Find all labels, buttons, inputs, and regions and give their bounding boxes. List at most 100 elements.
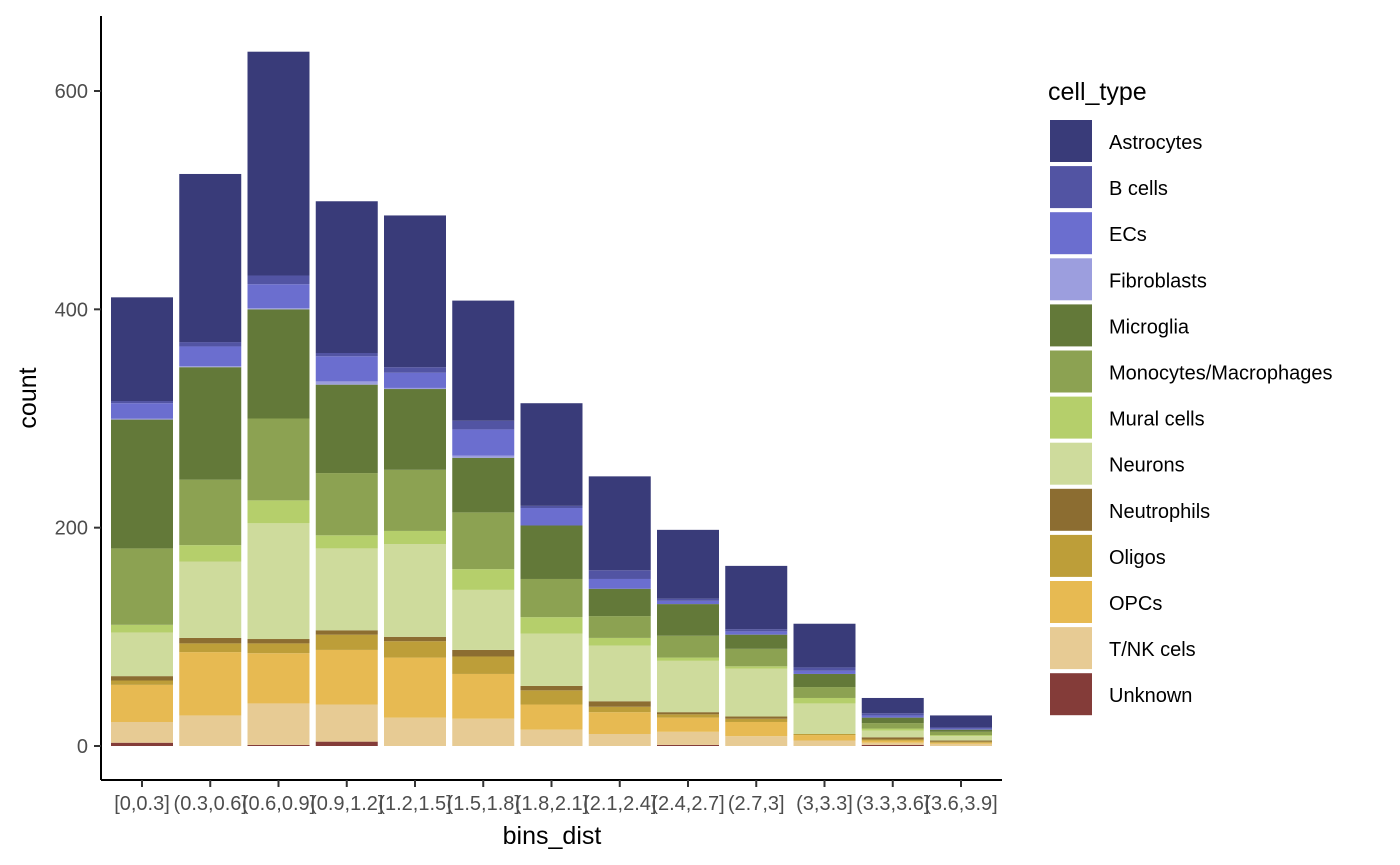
x-ticks: [0,0.3] (0.3,0.6](0.6,0.9](0.9,1.2](1.2,1…	[114, 780, 998, 815]
bar-segment	[725, 721, 788, 737]
bar-segment	[384, 636, 446, 642]
legend-key	[1050, 396, 1092, 439]
bar-segment	[247, 275, 310, 285]
bar-segment	[657, 717, 719, 732]
bar-segment	[179, 561, 242, 638]
bar-segment	[520, 508, 583, 526]
bar-segment	[930, 727, 992, 729]
bar-segment	[111, 403, 173, 419]
bar-segment	[452, 569, 515, 590]
bar-segment	[247, 418, 310, 501]
bar-segment	[384, 657, 446, 718]
bar-segment	[793, 740, 856, 746]
bar-segment	[930, 728, 992, 730]
legend-key	[1050, 673, 1092, 716]
bar-segment	[657, 529, 719, 599]
legend-key	[1050, 304, 1092, 347]
legend-label: ECs	[1109, 224, 1147, 246]
bar-segment	[452, 420, 515, 430]
bar-segment	[861, 737, 924, 740]
bar-segment	[520, 403, 583, 506]
bar-segment	[657, 744, 719, 746]
bar-segment	[111, 548, 173, 625]
bar-segment	[657, 712, 719, 715]
x-tick-label: (0.3,0.6]	[174, 793, 247, 815]
bar-segment	[520, 704, 583, 730]
y-ticks: 0 200 400 600	[55, 81, 101, 758]
y-axis-title: count	[14, 367, 42, 428]
bar-segment	[657, 660, 719, 713]
legend-key	[1050, 488, 1092, 531]
bar-segment	[930, 736, 992, 741]
bar-segment	[384, 387, 446, 390]
bar-segment	[657, 598, 719, 601]
bar-segment	[247, 703, 310, 745]
bar-segment	[247, 284, 310, 309]
bar-segment	[315, 741, 378, 746]
bar-segment	[179, 643, 242, 653]
bar-segment	[793, 673, 856, 688]
bar-segment	[588, 712, 651, 734]
bar-segment	[588, 578, 651, 589]
bar-segment	[315, 704, 378, 742]
bar-segment	[111, 624, 173, 633]
legend-label: Unknown	[1109, 685, 1192, 707]
bar-segment	[452, 455, 515, 458]
x-axis-title: bins_dist	[503, 822, 602, 850]
bar-segment	[861, 739, 924, 741]
bar-segment	[315, 634, 378, 650]
x-tick-label: (1.8,2.1]	[515, 793, 588, 815]
bar-segment	[657, 714, 719, 718]
bar-segment	[520, 578, 583, 618]
bar-segment	[725, 631, 788, 635]
bar-segment	[657, 657, 719, 661]
bar-segment	[315, 535, 378, 549]
bar-segment	[384, 544, 446, 637]
x-tick-label: (3,3.3]	[796, 793, 853, 815]
bar-segment	[179, 545, 242, 562]
bar-segment	[588, 570, 651, 579]
legend-label: Oligos	[1109, 547, 1166, 569]
bar-segment	[930, 740, 992, 742]
legend-key	[1050, 166, 1092, 209]
bar-segment	[111, 419, 173, 549]
legend-title: cell_type	[1048, 78, 1147, 106]
bar-segment	[930, 729, 992, 732]
bar-segment	[520, 729, 583, 747]
legend-label: Fibroblasts	[1109, 270, 1207, 292]
bar-segment	[111, 742, 173, 746]
bar-segment	[247, 523, 310, 640]
legend: Astrocytes B cells ECs Fibroblasts Microglia…	[1050, 120, 1332, 716]
x-tick-label: (1.2,1.5]	[378, 793, 451, 815]
bar-segment	[793, 697, 856, 704]
bar-segment	[725, 668, 788, 717]
bar-segment	[520, 690, 583, 705]
bar-segment	[930, 731, 992, 736]
bar-segment	[793, 667, 856, 671]
bar-segment	[793, 687, 856, 698]
bar-segment	[861, 723, 924, 729]
bar-segment	[588, 616, 651, 638]
legend-label: T/NK cels	[1109, 639, 1196, 661]
bar-segment	[930, 735, 992, 737]
bar-segment	[588, 645, 651, 702]
bar-segment	[247, 308, 310, 310]
bar-segment	[657, 600, 719, 605]
x-tick-label: (0.9,1.2]	[310, 793, 383, 815]
bar-segment	[247, 639, 310, 644]
bar-segment	[247, 744, 310, 746]
bar-segment	[179, 715, 242, 746]
bar-segment	[861, 742, 924, 745]
bar-segment	[725, 634, 788, 649]
bar-segment	[725, 648, 788, 667]
bar-segment	[793, 735, 856, 741]
bar-segment	[452, 589, 515, 650]
x-tick-label: (1.5,1.8]	[447, 793, 520, 815]
bar-segment	[384, 717, 446, 746]
bar-segment	[520, 617, 583, 634]
legend-label: OPCs	[1109, 593, 1162, 615]
bar-segment	[520, 525, 583, 579]
bar-segment	[111, 297, 173, 402]
bar-segment	[111, 418, 173, 420]
bar-segment	[452, 457, 515, 513]
